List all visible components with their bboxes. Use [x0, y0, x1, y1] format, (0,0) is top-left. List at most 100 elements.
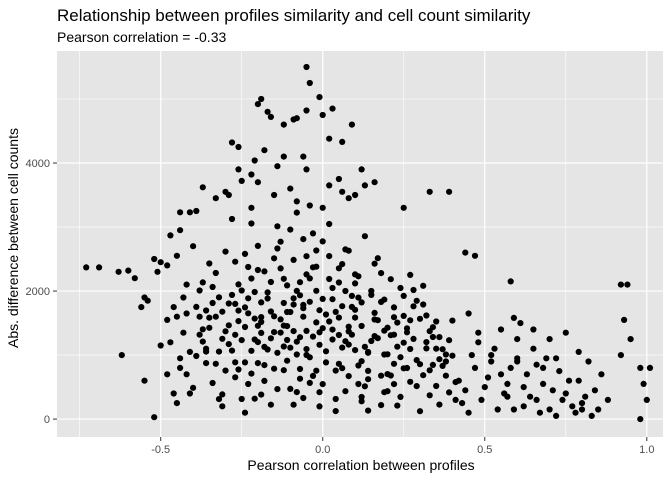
data-point — [371, 260, 378, 267]
data-point — [254, 242, 261, 249]
data-point — [442, 351, 449, 358]
data-point — [504, 380, 511, 387]
data-point — [316, 94, 323, 101]
data-point — [173, 313, 180, 320]
data-point — [426, 188, 433, 195]
data-point — [296, 365, 304, 373]
data-point — [206, 260, 213, 267]
data-point — [293, 198, 300, 205]
data-point — [206, 314, 213, 321]
data-point — [423, 312, 430, 319]
data-point — [407, 345, 414, 353]
data-point — [322, 348, 330, 355]
data-point — [296, 375, 304, 382]
data-point — [339, 261, 346, 268]
data-point — [219, 403, 226, 410]
data-point — [173, 400, 180, 407]
data-point — [520, 403, 527, 410]
data-point — [157, 259, 164, 266]
data-point — [267, 401, 274, 408]
data-point — [264, 295, 271, 302]
data-point — [420, 282, 427, 289]
data-point — [313, 319, 320, 326]
data-point — [219, 308, 226, 315]
data-point — [271, 313, 278, 320]
data-point — [241, 250, 249, 257]
data-point — [267, 113, 274, 120]
data-point — [258, 329, 265, 336]
data-point — [290, 301, 297, 308]
data-point — [329, 105, 336, 112]
minor-gridlines — [57, 51, 663, 437]
data-point — [442, 372, 449, 379]
data-point — [384, 388, 391, 395]
data-point — [559, 396, 566, 403]
data-point — [562, 390, 569, 397]
y-tick-label: 4000 — [26, 158, 50, 170]
data-point — [164, 371, 171, 378]
data-point — [352, 271, 359, 278]
data-point — [339, 188, 346, 195]
data-point — [141, 377, 148, 384]
data-point — [326, 253, 333, 260]
data-point — [326, 220, 333, 228]
data-point — [627, 336, 634, 343]
data-point — [274, 386, 281, 393]
chart-subtitle: Pearson correlation = -0.33 — [57, 29, 226, 45]
data-point — [348, 303, 355, 310]
data-point — [309, 372, 317, 379]
data-point — [335, 314, 342, 321]
data-point — [303, 63, 310, 71]
data-point — [556, 368, 563, 375]
data-point — [313, 247, 320, 254]
y-tick-label: 0 — [44, 414, 50, 426]
data-point — [209, 299, 216, 307]
data-point — [446, 188, 453, 195]
data-point — [190, 243, 197, 250]
data-point — [348, 292, 355, 299]
data-point — [138, 304, 145, 311]
data-point — [400, 204, 407, 211]
data-point — [591, 387, 599, 394]
data-point — [151, 255, 158, 263]
data-point — [199, 338, 206, 345]
data-point — [397, 393, 404, 400]
data-point — [326, 318, 333, 325]
data-point — [543, 355, 550, 362]
data-point — [271, 255, 278, 262]
data-point — [565, 377, 573, 384]
data-point — [322, 359, 330, 366]
data-point — [248, 275, 255, 282]
data-point — [436, 334, 443, 341]
data-point — [293, 338, 300, 345]
data-point — [284, 357, 291, 364]
data-point — [530, 326, 537, 333]
data-point — [284, 336, 291, 344]
data-point — [491, 345, 498, 352]
data-point — [549, 387, 556, 394]
data-point — [494, 406, 501, 413]
data-point — [313, 287, 320, 294]
data-point — [235, 318, 242, 325]
x-tick-label: -0.5 — [151, 444, 170, 456]
data-point — [271, 329, 278, 336]
data-point — [274, 163, 281, 170]
data-point — [621, 316, 628, 323]
data-point — [232, 374, 239, 381]
data-point — [637, 416, 644, 423]
data-point — [358, 299, 365, 306]
data-point — [203, 307, 210, 314]
data-point — [335, 331, 342, 339]
data-point — [332, 395, 339, 403]
data-point — [261, 377, 268, 384]
data-point — [232, 300, 239, 307]
data-point — [361, 343, 368, 350]
data-point — [228, 215, 236, 223]
data-point — [358, 393, 365, 401]
data-point — [488, 352, 495, 359]
data-point — [258, 95, 265, 103]
data-point — [352, 314, 359, 321]
data-point — [261, 362, 268, 369]
data-point — [368, 287, 375, 295]
data-point — [251, 395, 258, 402]
